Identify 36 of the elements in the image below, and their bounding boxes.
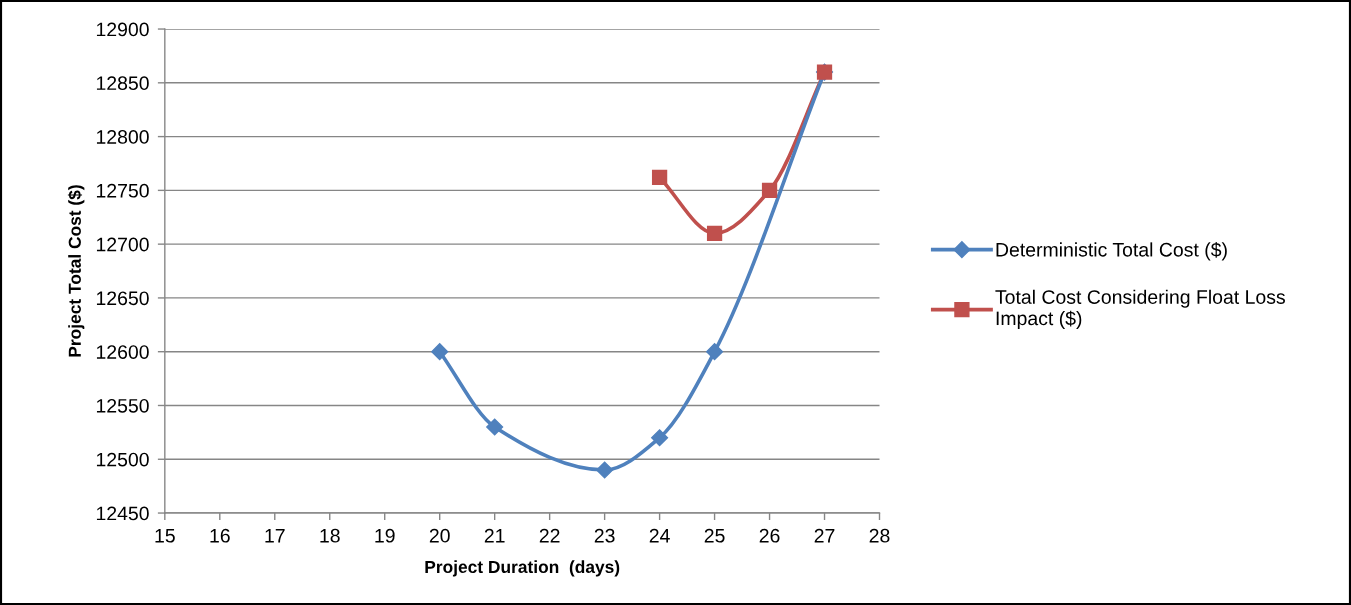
x-tick-label: 20 [429,528,450,543]
legend-label: Total Cost Considering Float Loss Impact ($) [995,289,1285,330]
y-tick-label: 12650 [96,291,149,306]
x-tick-label: 27 [814,528,835,543]
point [761,182,778,199]
x-tick-label: 23 [594,528,615,543]
x-tick-label: 28 [869,528,890,543]
x-tick-label: 25 [704,528,725,543]
legend-label: Deterministic Total Cost ($) [996,242,1227,261]
x-tick-label: 16 [210,528,230,543]
point [706,225,723,242]
x-tick-label: 21 [484,528,505,543]
point [486,418,504,436]
point [596,461,614,479]
y-tick-label: 12550 [96,398,149,413]
y-tick-label: 12500 [96,452,149,467]
x-tick-label: 26 [759,528,780,543]
y-tick-label: 12450 [96,506,149,521]
x-axis-title: Project Duration (days) [425,560,620,577]
x-tick-label: 24 [649,528,670,543]
y-tick-label: 12700 [96,237,149,252]
x-tick-label: 22 [539,528,560,543]
y-tick-label: 12600 [96,345,149,359]
x-tick-label: 18 [320,528,340,543]
y-axis-title: Project Total Cost ($) [67,185,85,357]
x-tick-label: 19 [375,528,395,543]
y-tick-label: 12850 [96,76,149,91]
y-tick-label: 12750 [96,183,149,198]
x-tick-label: 17 [265,529,285,543]
y-tick-label: 12800 [96,130,149,144]
x-tick-label: 15 [155,529,175,543]
point [706,343,724,361]
point [431,343,449,361]
y-tick-label: 12900 [96,22,149,37]
point [651,169,668,186]
point [651,429,669,447]
